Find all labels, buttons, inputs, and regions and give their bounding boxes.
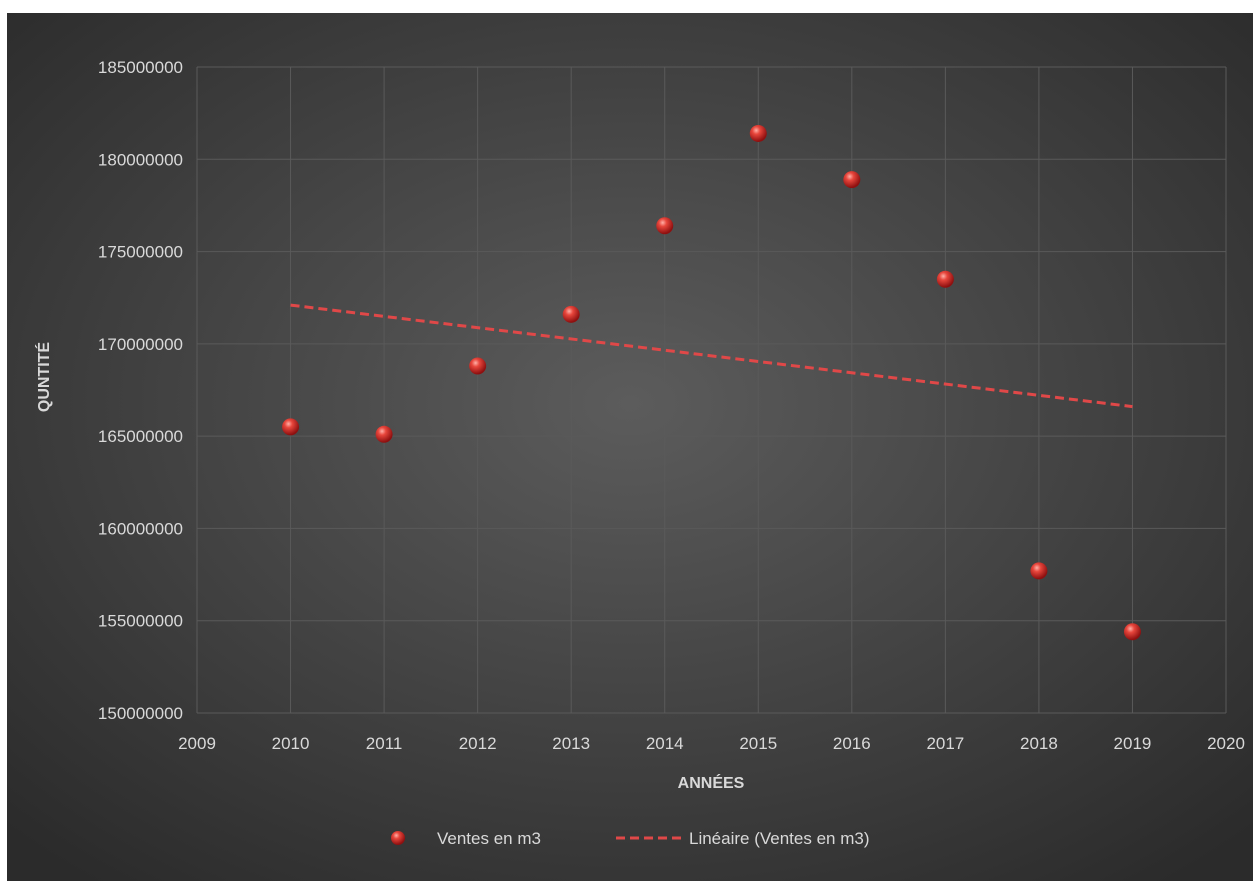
y-tick-label: 155000000 [98, 612, 183, 631]
data-point [282, 418, 300, 436]
y-axis-title: QUNTITÉ [34, 342, 53, 413]
data-point [936, 270, 954, 288]
data-point [656, 217, 674, 235]
scatter-chart: 2009 2010 2011 2012 2013 2014 2015 2016 2017 2018… [7, 13, 1253, 881]
x-tick-label: 2019 [1114, 734, 1152, 753]
x-tick-label: 2016 [833, 734, 871, 753]
x-tick-label: 2018 [1020, 734, 1058, 753]
x-tick-label: 2014 [646, 734, 684, 753]
x-tick-label: 2017 [926, 734, 964, 753]
data-point [375, 425, 393, 443]
y-tick-label: 185000000 [98, 58, 183, 77]
x-tick-label: 2012 [459, 734, 497, 753]
y-tick-label: 180000000 [98, 150, 183, 169]
data-point [749, 124, 767, 142]
x-axis-ticks: 2009 2010 2011 2012 2013 2014 2015 2016 2017 2018… [178, 734, 1245, 753]
data-point [1030, 562, 1048, 580]
trendline [290, 303, 1133, 409]
x-tick-label: 2011 [366, 734, 403, 753]
y-tick-label: 165000000 [98, 427, 183, 446]
points-layer [282, 124, 1141, 641]
data-point [1123, 623, 1141, 641]
legend: Ventes en m3 Linéaire (Ventes en m3) [391, 829, 870, 848]
chart-background [7, 13, 1253, 881]
chart-area: 2009 2010 2011 2012 2013 2014 2015 2016 2017 2018… [7, 13, 1253, 881]
y-tick-label: 160000000 [98, 519, 183, 538]
x-tick-label: 2015 [739, 734, 777, 753]
data-point [843, 171, 861, 189]
legend-marker-scatter [391, 831, 405, 845]
y-tick-label: 170000000 [98, 335, 183, 354]
x-tick-label: 2020 [1207, 734, 1245, 753]
legend-label-trendline: Linéaire (Ventes en m3) [689, 829, 870, 848]
data-point [469, 357, 487, 375]
legend-label-scatter: Ventes en m3 [437, 829, 541, 848]
x-axis-title: ANNÉES [678, 773, 745, 792]
trendline-layer [290, 303, 1133, 409]
y-axis-ticks: 150000000 155000000 160000000 165000000 1700… [98, 58, 183, 723]
x-tick-label: 2009 [178, 734, 216, 753]
y-tick-label: 150000000 [98, 704, 183, 723]
x-tick-label: 2010 [272, 734, 310, 753]
data-point [562, 305, 580, 323]
y-tick-label: 175000000 [98, 243, 183, 262]
x-tick-label: 2013 [552, 734, 590, 753]
